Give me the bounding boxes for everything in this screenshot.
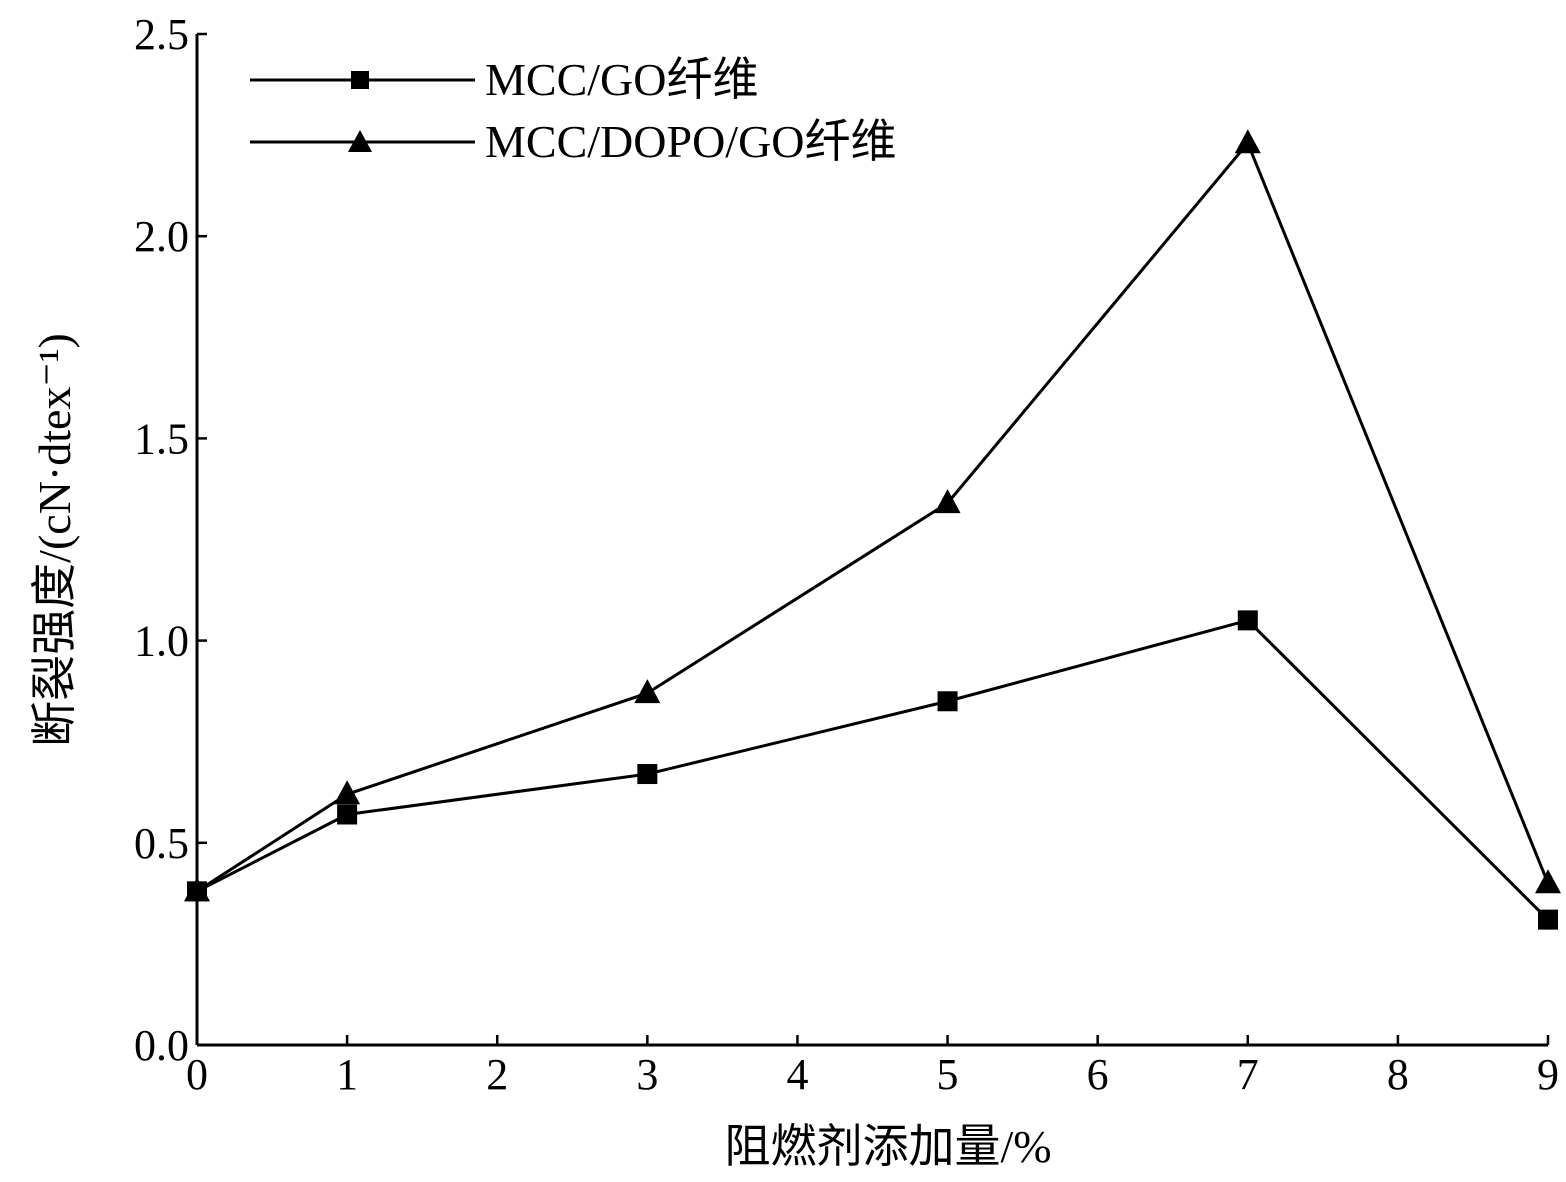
axes <box>195 34 1548 1047</box>
x-tick-label: 9 <box>1537 1050 1559 1099</box>
y-tick-label: 1.0 <box>134 617 189 666</box>
x-tick-label: 7 <box>1237 1050 1259 1099</box>
x-axis-label: 阻燃剂添加量/% <box>724 1121 1051 1172</box>
y-tick-label: 0.0 <box>134 1021 189 1070</box>
square-marker <box>1538 909 1558 930</box>
y-tick-label: 0.5 <box>134 819 189 868</box>
y-tick-label: 2.0 <box>134 212 189 261</box>
legend-label-series-1: MCC/GO纤维 <box>485 54 758 105</box>
series-line-1 <box>196 618 1550 921</box>
x-tick-label: 8 <box>1387 1050 1409 1099</box>
x-tick-label: 4 <box>786 1050 808 1099</box>
series <box>184 129 1561 930</box>
x-tick-label: 0 <box>186 1050 208 1099</box>
triangle-marker <box>334 780 361 805</box>
y-tick-label: 2.5 <box>134 10 189 59</box>
y-axis-label: 断裂强度/(cN·dtex⁻¹) <box>29 333 80 747</box>
square-marker <box>1237 610 1258 631</box>
triangle-marker <box>1535 869 1561 894</box>
triangle-marker <box>934 489 961 514</box>
square-marker <box>637 764 658 785</box>
square-marker <box>937 691 958 712</box>
legend-square-marker <box>351 71 369 89</box>
legend-triangle-marker <box>348 130 372 152</box>
x-tick-label: 6 <box>1087 1050 1109 1099</box>
y-tick-label: 1.5 <box>134 414 189 463</box>
x-tick-label: 2 <box>486 1050 508 1099</box>
ticks: 0 1 2 3 4 5 6 7 8 9 0.0 0.5 1.0 1.5 2.0 2.5 <box>134 10 1559 1099</box>
legend-label-series-2: MCC/DOPO/GO纤维 <box>485 116 897 167</box>
triangle-marker <box>634 679 661 704</box>
series-line-2 <box>196 140 1550 893</box>
legend: MCC/GO纤维 MCC/DOPO/GO纤维 <box>250 54 897 167</box>
square-marker <box>337 804 358 825</box>
triangle-marker <box>1234 129 1261 154</box>
x-tick-label: 5 <box>937 1050 959 1099</box>
x-tick-label: 3 <box>636 1050 658 1099</box>
x-tick-label: 1 <box>336 1050 358 1099</box>
triangle-marker <box>184 877 210 902</box>
